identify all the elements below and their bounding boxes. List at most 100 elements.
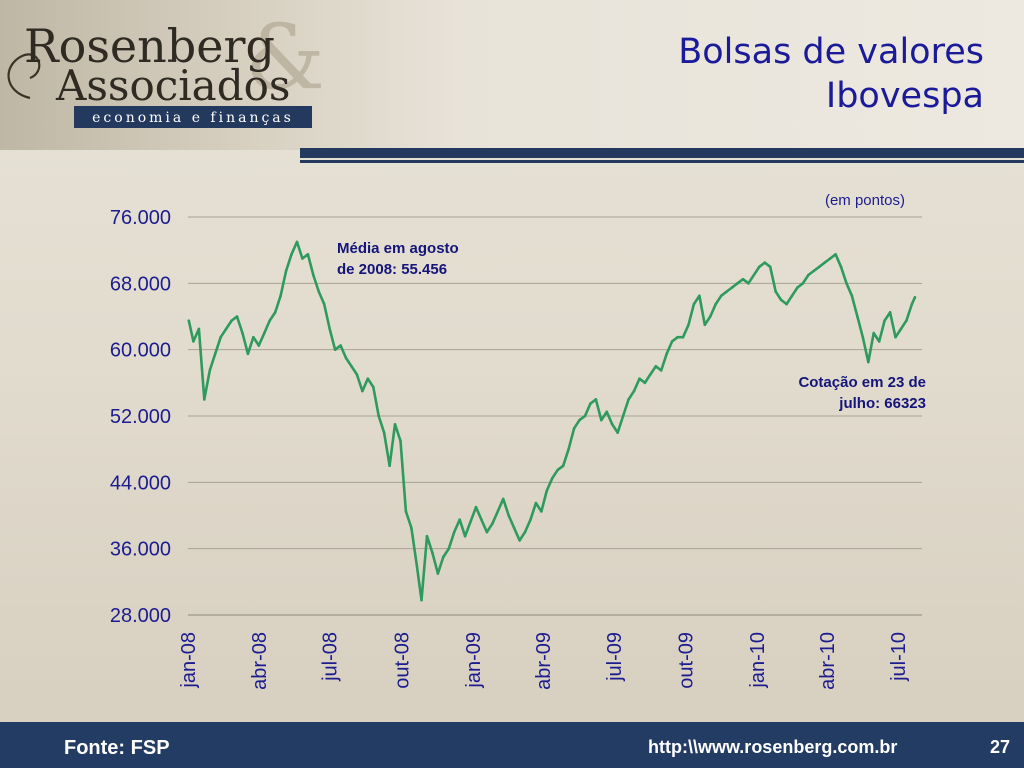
slide-title: Bolsas de valores Ibovespa (678, 30, 984, 118)
footer-url[interactable]: http:\\www.rosenberg.com.br (648, 737, 898, 757)
data-point (616, 431, 619, 434)
data-point (377, 414, 380, 418)
axes: 28.000 36.000 44.000 52.000 60.000 68.000 76.0… (110, 207, 922, 690)
data-point (393, 422, 397, 426)
header-rule-thin (300, 160, 1024, 163)
data-point (834, 253, 837, 256)
data-point (388, 464, 391, 468)
y-tick-label: 60.000 (110, 340, 171, 362)
data-point (779, 298, 783, 302)
data-point (823, 261, 827, 264)
data-point (714, 302, 718, 306)
data-point (355, 373, 359, 376)
data-point (839, 265, 843, 269)
data-point (333, 348, 337, 351)
data-point (463, 534, 467, 538)
y-tick-label: 68.000 (110, 273, 171, 295)
unit-note: (em pontos) (825, 192, 905, 209)
data-point (910, 302, 914, 306)
data-point (474, 505, 478, 509)
data-point (687, 323, 690, 327)
series (187, 240, 917, 602)
data-point (561, 464, 565, 468)
data-point (866, 360, 870, 364)
data-point (659, 369, 663, 372)
data-point (295, 240, 299, 244)
annotation-august-average: Média em agosto (337, 240, 459, 257)
data-point (621, 414, 625, 418)
footer-bar (0, 722, 1024, 768)
data-point (790, 294, 794, 298)
data-point (627, 398, 630, 401)
logo-line-1: Rosenberg (24, 19, 275, 73)
data-point (725, 290, 728, 293)
data-point (404, 510, 408, 513)
data-point (817, 265, 821, 269)
data-point (877, 340, 881, 343)
annotation-latest-quote: Cotação em 23 de (798, 374, 926, 391)
data-point (496, 510, 500, 513)
data-point (382, 431, 386, 434)
data-point (796, 286, 799, 289)
data-point (252, 335, 255, 339)
data-point (654, 364, 658, 368)
data-point (692, 302, 696, 306)
data-point (350, 364, 353, 368)
logo-tagline-box (74, 106, 312, 128)
logo-ampersand: & (245, 5, 325, 110)
data-point (905, 319, 908, 322)
data-point (556, 468, 560, 472)
data-point (366, 377, 370, 380)
data-point (485, 530, 489, 534)
data-point (246, 352, 250, 356)
data-point (670, 340, 674, 343)
data-point (235, 315, 239, 318)
data-point (632, 389, 636, 393)
data-point (529, 518, 532, 521)
data-point (241, 331, 244, 335)
y-tick-label: 52.000 (110, 406, 171, 428)
logo-line-2: Associados (55, 61, 290, 110)
data-point (758, 265, 761, 269)
data-point (480, 518, 483, 521)
data-point (708, 315, 712, 318)
data-point (273, 311, 277, 314)
data-point (763, 261, 767, 264)
data-point (339, 344, 342, 347)
data-point (447, 547, 451, 550)
data-point (883, 319, 886, 322)
data-point (518, 539, 521, 542)
data-point (856, 315, 859, 318)
data-point (665, 352, 668, 356)
data-point (290, 253, 293, 256)
x-tick-label: jul-10 (888, 632, 910, 682)
data-point (197, 327, 201, 331)
x-tick-label: jan-08 (178, 632, 200, 689)
data-point (845, 282, 848, 285)
annotation-august-average: de 2008: 55.456 (337, 261, 447, 278)
data-point (344, 356, 348, 360)
data-point (681, 335, 685, 339)
series-line (187, 240, 917, 602)
data-point (888, 311, 892, 314)
data-point (807, 273, 810, 277)
data-point (861, 335, 865, 339)
ibovespa-line-chart: 28.000 36.000 44.000 52.000 60.000 68.000 76.0… (110, 192, 926, 690)
data-point (224, 327, 228, 331)
data-point (306, 253, 310, 256)
y-tick-label: 76.000 (110, 207, 171, 229)
data-point (638, 377, 641, 380)
data-point (268, 319, 272, 322)
data-point (540, 510, 543, 513)
data-point (208, 369, 212, 372)
data-point (534, 501, 538, 505)
x-tick-label: jan-09 (463, 632, 485, 689)
data-point (913, 295, 917, 299)
y-tick-label: 28.000 (110, 605, 171, 627)
x-tick-label: abr-08 (249, 632, 271, 690)
data-point (643, 381, 647, 385)
data-point (219, 335, 222, 339)
header-rule (300, 148, 1024, 158)
data-point (736, 282, 739, 285)
